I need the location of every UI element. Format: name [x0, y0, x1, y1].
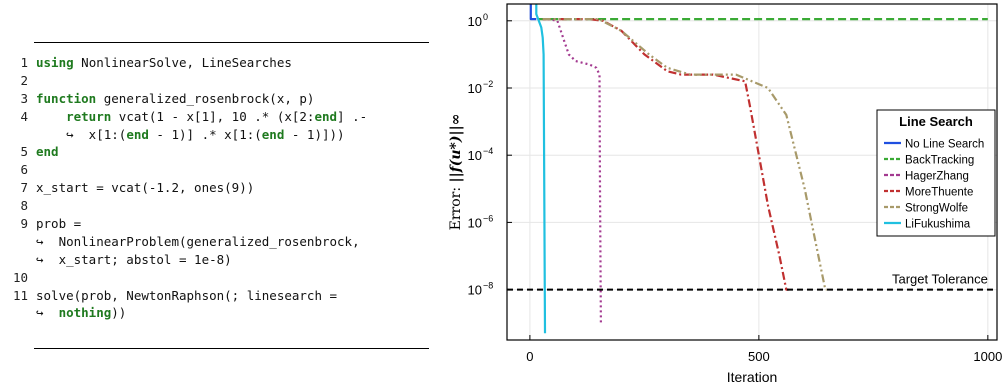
code-line: 4 return vcat(1 - x[1], 10 .* (x[2:end] … — [8, 108, 367, 126]
code-line: 1 using NonlinearSolve, LineSearches — [8, 54, 367, 72]
y-tick-label: 10 — [468, 81, 482, 96]
code-line: ↪ x_start; abstol = 1e-8) — [8, 251, 367, 269]
y-tick-label: 10 — [468, 215, 482, 230]
x-tick-label: 500 — [748, 349, 770, 364]
code-line: 11 solve(prob, NewtonRaphson(; linesearch… — [8, 287, 367, 305]
line-number: 10 — [12, 269, 28, 285]
code-token: prob = — [36, 216, 82, 232]
y-tick-base: 10 — [468, 283, 482, 298]
series-group — [528, 4, 988, 334]
x-tick-label: 1000 — [973, 349, 1002, 364]
legend-entry: LiFukushima — [905, 219, 971, 231]
code-line: 8 — [8, 197, 367, 215]
code-top-rule — [34, 42, 429, 43]
code-lines: 1 using NonlinearSolve, LineSearches 2 3 fun… — [8, 54, 367, 322]
code-token: ↪ x_start; abstol = 1e-8) — [36, 251, 232, 267]
code-bottom-rule — [34, 348, 429, 349]
series-line-no-line-search — [528, 4, 537, 21]
line-number: 11 — [12, 287, 28, 303]
code-line: ↪ nothing)) — [8, 304, 367, 322]
code-token: ↪ — [36, 305, 59, 321]
line-number: 7 — [20, 180, 28, 196]
code-token: using — [36, 55, 74, 70]
legend-title: Line Search — [899, 114, 973, 129]
code-line: ↪ NonlinearProblem(generalized_rosenbroc… — [8, 233, 367, 251]
code-line: 6 — [8, 161, 367, 179]
x-tick-label: 0 — [526, 349, 533, 364]
code-token: end — [126, 126, 149, 142]
line-number: 1 — [20, 55, 28, 70]
y-tick-label: 10 — [468, 148, 482, 163]
code-token: vcat(1 - x[1], 10 .* (x[2: — [111, 108, 315, 124]
y-tick-base: 10 — [468, 215, 482, 230]
legend-entry: BackTracking — [905, 155, 974, 167]
legend-entry: No Line Search — [905, 139, 984, 151]
code-token — [36, 109, 66, 124]
code-line: 5 end — [8, 143, 367, 161]
code-line: 7 x_start = vcat(-1.2, ones(9)) — [8, 179, 367, 197]
y-tick-exponent: 0 — [483, 12, 488, 22]
plot-frame — [506, 3, 998, 341]
code-token: NonlinearSolve, LineSearches — [73, 55, 292, 70]
line-number: 5 — [20, 144, 28, 160]
y-axis-label-prefix: Error: — [448, 182, 464, 230]
y-tick-exponent: −4 — [483, 146, 493, 156]
code-token: ] .- — [337, 108, 368, 124]
code-token: return — [66, 108, 112, 124]
line-number: 8 — [20, 198, 28, 214]
code-token: )) — [111, 305, 127, 321]
code-token: solve(prob, NewtonRaphson(; linesearch = — [36, 287, 338, 303]
line-number: 4 — [20, 108, 28, 124]
y-tick-exponent: −8 — [483, 281, 493, 291]
line-number: 9 — [20, 216, 28, 232]
line-number: 6 — [20, 162, 28, 178]
series-line-strongwolfe — [542, 18, 827, 291]
code-line: 10 — [8, 269, 367, 287]
code-token: x_start = vcat(-1.2, ones(9)) — [36, 180, 255, 196]
series-line-lifukushima — [535, 4, 547, 334]
y-tick-exponent: −2 — [483, 79, 493, 89]
code-line: ↪ x[1:(end - 1)] .* x[1:(end - 1)])) — [8, 126, 367, 144]
convergence-chart: Target Tolerance 0 500 1000 10 0 10 −2 10 −4 10 −6 1… — [440, 0, 1002, 390]
line-number: 3 — [20, 90, 28, 106]
legend-entry: StrongWolfe — [905, 203, 968, 215]
y-tick-label: 10 — [468, 283, 482, 298]
y-tick-base: 10 — [468, 14, 482, 29]
line-number: 2 — [20, 72, 28, 88]
y-axis-label: Error: ||f(u*)||∞ — [448, 114, 464, 231]
series-line-hagerzhang — [542, 18, 602, 325]
y-tick-base: 10 — [468, 148, 482, 163]
x-axis-label: Iteration — [727, 369, 778, 385]
y-tick-label: 10 — [468, 14, 482, 29]
y-axis-label-expression: ||f(u*)||∞ — [448, 114, 464, 183]
code-token: function — [36, 90, 97, 106]
code-token: - 1)] .* x[1:( — [148, 126, 262, 142]
code-token: nothing — [58, 305, 112, 321]
code-listing: 1 using NonlinearSolve, LineSearches 2 3 fun… — [0, 0, 440, 390]
legend-entry: HagerZhang — [905, 171, 969, 183]
code-token: ↪ NonlinearProblem(generalized_rosenbroc… — [36, 233, 360, 249]
y-tick-base: 10 — [468, 81, 482, 96]
code-line: 3 function generalized_rosenbrock(x, p) — [8, 90, 367, 108]
code-token: - 1)])) — [284, 126, 345, 142]
code-token: ↪ x[1:( — [36, 126, 127, 142]
code-line: 9 prob = — [8, 215, 367, 233]
series-line-morethuente — [542, 18, 789, 291]
legend-box — [876, 109, 996, 237]
legend-entry: MoreThuente — [905, 187, 973, 199]
code-token: end — [36, 144, 59, 160]
target-tolerance-label: Target Tolerance — [892, 272, 988, 287]
y-tick-exponent: −6 — [483, 213, 493, 223]
code-token: end — [261, 126, 285, 142]
code-token: end — [314, 108, 338, 124]
code-token: generalized_rosenbrock(x, p) — [96, 90, 315, 106]
code-line: 2 — [8, 72, 367, 90]
